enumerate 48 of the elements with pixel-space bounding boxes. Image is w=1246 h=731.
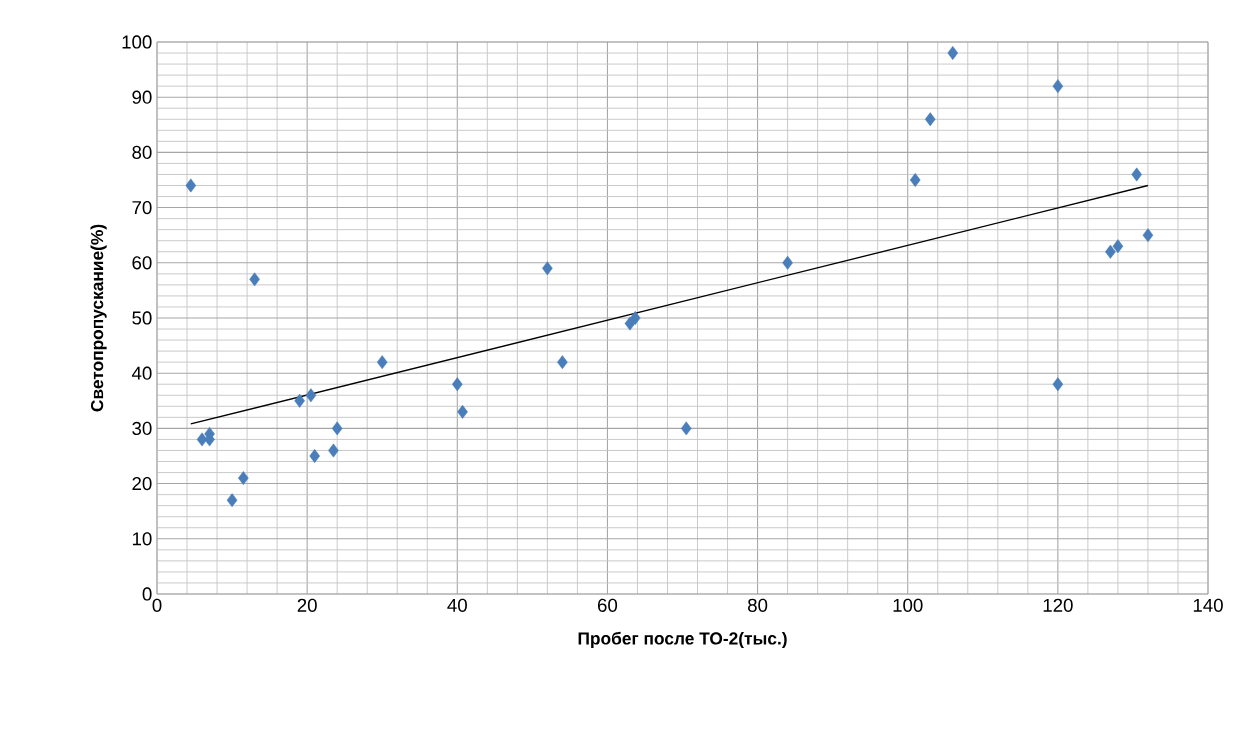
point — [1052, 79, 1064, 94]
point — [457, 404, 468, 419]
point — [185, 178, 197, 193]
x-tick-label: 60 — [597, 598, 618, 612]
y-tick-label: 30 — [132, 421, 152, 435]
point — [309, 449, 320, 463]
y-tick-label: 50 — [132, 311, 152, 325]
point — [1142, 228, 1154, 243]
point — [376, 355, 388, 370]
point — [557, 355, 568, 370]
point — [782, 255, 793, 270]
y-tick-label: 90 — [132, 90, 152, 104]
x-tick-label: 80 — [748, 598, 768, 612]
x-tick-label: 40 — [447, 598, 467, 612]
y-tick-label: 20 — [132, 476, 152, 491]
point — [680, 421, 692, 436]
point — [294, 393, 305, 408]
point — [1052, 377, 1064, 392]
x-axis-title: Пробег после ТО-2(тыс.) — [578, 631, 787, 649]
point — [629, 311, 641, 325]
y-tick-label: 40 — [131, 366, 152, 380]
y-tick-label: 60 — [132, 256, 152, 270]
x-tick-label: 0 — [152, 598, 162, 612]
x-tick-label: 20 — [297, 598, 317, 612]
point — [1131, 167, 1142, 182]
y-tick-label: 0 — [142, 587, 152, 601]
y-tick-label: 100 — [122, 35, 152, 49]
point — [249, 272, 260, 287]
point — [328, 443, 339, 458]
point — [947, 46, 959, 60]
point — [226, 493, 238, 508]
y-tick-label: 70 — [132, 200, 152, 215]
x-tick-label: 140 — [1193, 598, 1223, 612]
y-tick-label: 80 — [132, 145, 152, 160]
point — [331, 421, 343, 436]
y-tick-label: 10 — [132, 532, 152, 546]
point — [1112, 239, 1124, 254]
point — [305, 388, 317, 403]
point — [542, 261, 553, 276]
x-tick-label: 120 — [1043, 598, 1073, 612]
x-tick-label: 100 — [893, 598, 923, 612]
point — [452, 377, 463, 392]
point — [624, 316, 636, 331]
point — [909, 173, 921, 187]
y-axis-title: Светопропускание(%) — [90, 224, 107, 412]
point — [924, 112, 936, 127]
point — [1105, 244, 1116, 259]
point — [238, 471, 249, 485]
